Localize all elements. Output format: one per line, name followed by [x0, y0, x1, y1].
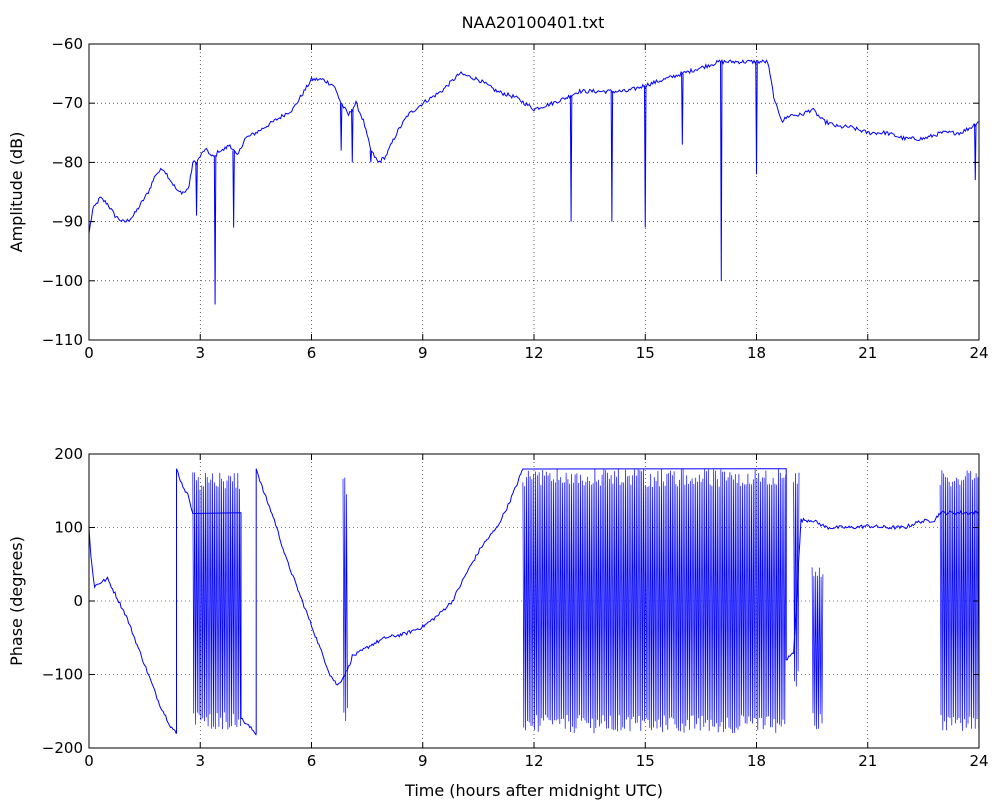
amplitude-dropout-spike	[569, 95, 573, 222]
amplitude-series-line	[88, 59, 979, 234]
amplitude-dropout-spike	[339, 103, 343, 151]
figure-title: NAA20100401.txt	[462, 13, 605, 32]
phase-xtick-label: 21	[858, 752, 877, 770]
phase-phase-wrap-band	[192, 472, 241, 730]
phase-ytick-label: 0	[73, 592, 83, 610]
phase-series-line	[88, 468, 980, 736]
amplitude-xtick-label: 9	[418, 344, 428, 362]
phase-series	[88, 468, 980, 736]
amplitude-ytick-label: −70	[51, 94, 83, 112]
amplitude-dropout-spike	[681, 73, 684, 145]
amplitude-dropout-spike	[195, 162, 198, 216]
phase-xlabel: Time (hours after midnight UTC)	[404, 781, 663, 800]
phase-ytick-label: 200	[54, 445, 83, 463]
amplitude-xtick-label: 21	[858, 344, 877, 362]
phase-ylabel: Phase (degrees)	[7, 536, 26, 666]
amplitude-dropout-spike	[720, 61, 723, 281]
amplitude-ytick-label: −100	[42, 272, 83, 290]
amplitude-xtick-label: 3	[195, 344, 205, 362]
amplitude-ytick-label: −60	[51, 35, 83, 53]
amplitude-xtick-label: 15	[636, 344, 655, 362]
phase-xtick-label: 3	[195, 752, 205, 770]
phase-xtick-label: 9	[418, 752, 428, 770]
amplitude-series	[88, 59, 979, 305]
amplitude-xtick-label: 0	[84, 344, 94, 362]
phase-phase-wrap-band	[522, 468, 787, 734]
amplitude-dropout-spike	[351, 109, 354, 163]
amplitude-dropout-spike	[610, 91, 614, 222]
amplitude-dropout-spike	[974, 123, 977, 181]
amplitude-dropout-spike	[755, 61, 758, 175]
amplitude-ytick-label: −80	[51, 153, 83, 171]
phase-ytick-label: −200	[42, 739, 83, 757]
phase-ytick-label: −100	[42, 666, 83, 684]
phase-xtick-label: 12	[524, 752, 543, 770]
amplitude-axes: 0 3 6 9 12 15 18 21 24 −110 −100 −90 −80 −70 −60 Ampli…	[7, 35, 989, 362]
phase-xtick-label: 18	[747, 752, 766, 770]
phase-xtick-label: 6	[307, 752, 317, 770]
amplitude-xtick-label: 18	[747, 344, 766, 362]
amplitude-xtick-label: 12	[524, 344, 543, 362]
amplitude-dropout-spike	[213, 156, 217, 305]
amplitude-xtick-label: 6	[307, 344, 317, 362]
amplitude-ytick-label: −110	[42, 331, 83, 349]
phase-xtick-label: 15	[636, 752, 655, 770]
phase-phase-wrap-band	[939, 470, 980, 731]
phase-phase-wrap-band	[811, 567, 824, 730]
phase-xtick-label: 0	[84, 752, 94, 770]
amplitude-ylabel: Amplitude (dB)	[7, 132, 26, 253]
amplitude-dropout-spike	[232, 150, 235, 228]
amplitude-dropout-spike	[369, 150, 373, 163]
phase-ticks: 0 3 6 9 12 15 18 21 24 −200 −100 0 100 200	[42, 445, 989, 770]
amplitude-ticks: 0 3 6 9 12 15 18 21 24 −110 −100 −90 −80 −70 −60	[42, 35, 989, 362]
amplitude-dropout-spike	[644, 85, 647, 228]
phase-axes: 0 3 6 9 12 15 18 21 24 −200 −100 0 100 200 Phase (deg…	[7, 445, 989, 800]
phase-phase-wrap-band	[793, 472, 800, 687]
phase-ytick-label: 100	[54, 519, 83, 537]
amplitude-ytick-label: −90	[51, 213, 83, 231]
phase-xtick-label: 24	[969, 752, 988, 770]
amplitude-xtick-label: 24	[969, 344, 988, 362]
phase-phase-wrap-band	[342, 477, 348, 722]
